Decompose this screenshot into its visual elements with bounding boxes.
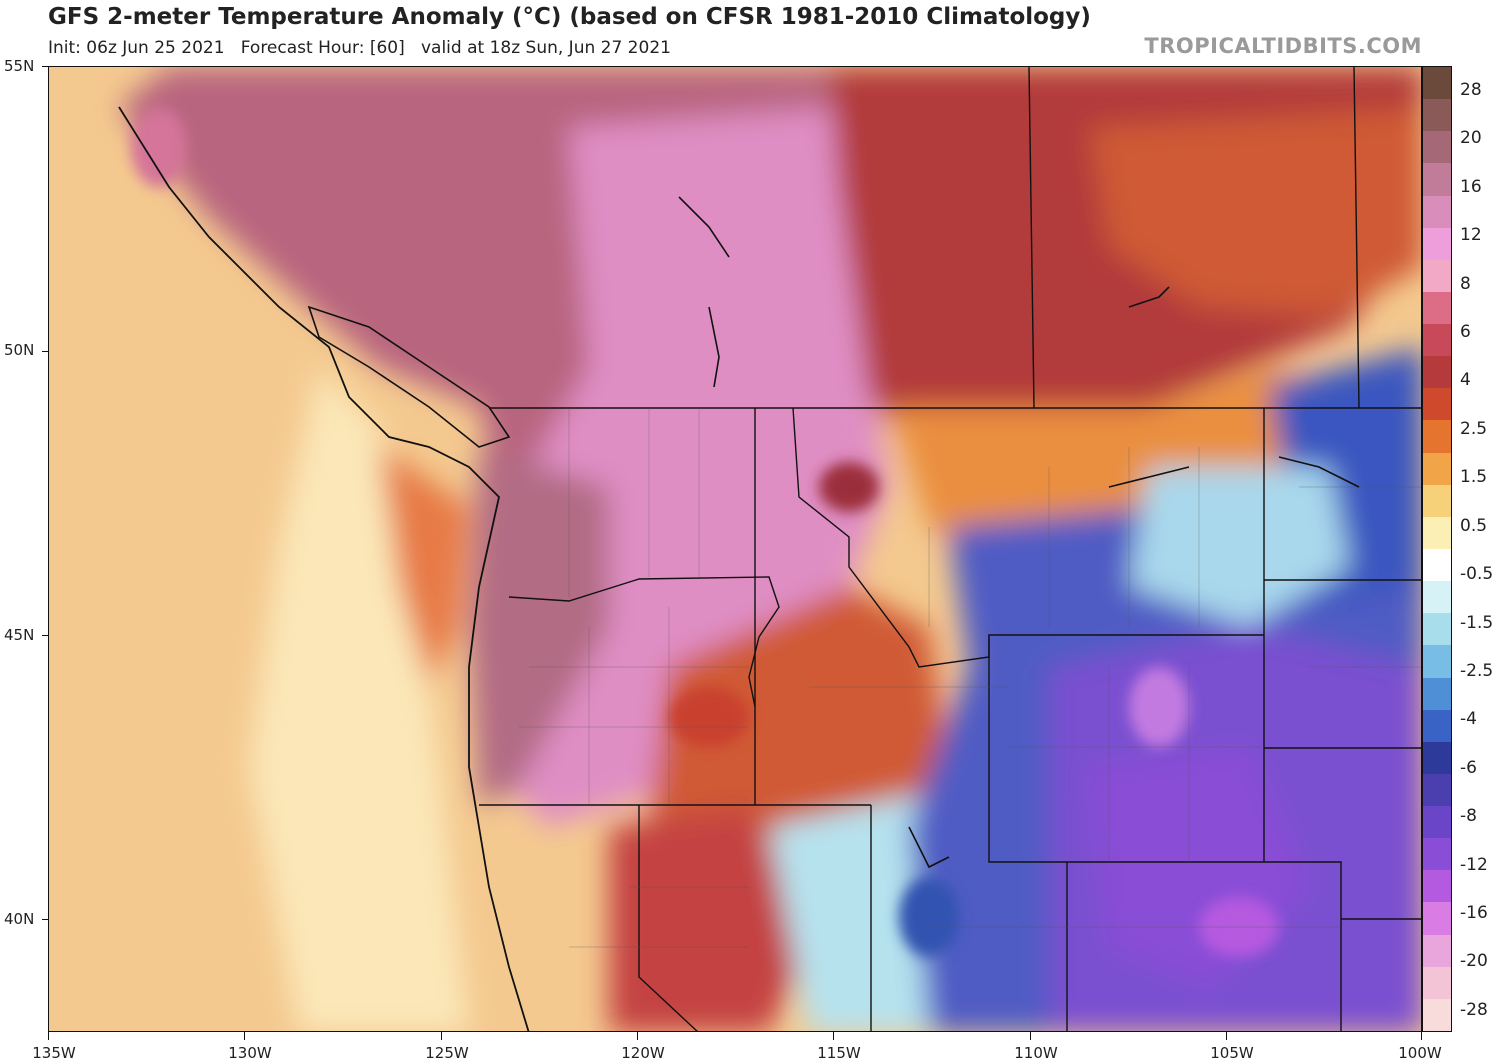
scale-label: -28: [1460, 1000, 1488, 1020]
hot-spot-1: [131, 107, 187, 187]
lon-label-130w: 130W: [228, 1044, 272, 1062]
lon-tick: [1226, 1032, 1227, 1040]
hot-spot-2: [669, 687, 749, 747]
scale-swatch: [1423, 388, 1451, 421]
color-scale-bar: [1422, 66, 1452, 1032]
lon-tick: [1030, 1032, 1031, 1040]
scale-label: -2.5: [1460, 661, 1494, 681]
lat-tick: [42, 635, 48, 636]
scale-label: 2.5: [1460, 419, 1488, 439]
scale-swatch: [1423, 291, 1451, 325]
scale-label: 6: [1460, 322, 1471, 342]
scale-swatch: [1423, 870, 1451, 903]
map-canvas: [49, 67, 1421, 1031]
lon-tick: [441, 1032, 442, 1040]
scale-swatch: [1423, 227, 1451, 261]
offshore-warm-band: [379, 447, 469, 687]
scale-swatch: [1423, 581, 1451, 614]
lat-tick: [42, 66, 48, 67]
lon-label-125w: 125W: [425, 1044, 469, 1062]
scale-swatch: [1423, 259, 1451, 293]
scale-swatch: [1423, 838, 1451, 871]
scale-label: -20: [1460, 951, 1488, 971]
anomaly-map[interactable]: [48, 66, 1422, 1032]
scale-swatch: [1423, 998, 1451, 1032]
scale-swatch: [1423, 677, 1451, 711]
scale-swatch: [1423, 966, 1451, 1000]
scale-label: -0.5: [1460, 564, 1494, 584]
montana-warmth: [889, 367, 1349, 567]
scale-label: -4: [1460, 709, 1477, 729]
scale-label: -1.5: [1460, 613, 1494, 633]
scale-swatch: [1423, 356, 1451, 389]
cool-spot-1: [899, 877, 959, 957]
lat-tick: [42, 919, 48, 920]
scale-swatch: [1423, 99, 1451, 132]
scale-swatch: [1423, 934, 1451, 968]
scale-swatch: [1423, 484, 1451, 518]
scale-label: 16: [1460, 177, 1482, 197]
scale-label: 28: [1460, 80, 1482, 100]
scale-label: -12: [1460, 855, 1488, 875]
scale-swatch: [1423, 741, 1451, 775]
forecast-info: Init: 06z Jun 25 2021 Forecast Hour: [60…: [48, 38, 671, 58]
scale-swatch: [1423, 645, 1451, 679]
lon-tick: [244, 1032, 245, 1040]
scale-swatch: [1423, 420, 1451, 454]
state-borders: [479, 67, 1421, 1031]
scale-swatch: [1423, 324, 1451, 357]
hot-spot-3: [819, 462, 879, 512]
lon-label-120w: 120W: [621, 1044, 665, 1062]
nevada-warmth: [609, 807, 809, 1031]
scale-label: -6: [1460, 758, 1477, 778]
scale-swatch: [1423, 452, 1451, 486]
land-heat-west: [469, 447, 609, 807]
lon-tick: [637, 1032, 638, 1040]
lon-label-115w: 115W: [817, 1044, 861, 1062]
scale-swatch: [1423, 773, 1451, 807]
rivers-lakes: [678, 196, 1360, 869]
scale-swatch: [1423, 709, 1451, 743]
cold-spot-1: [1129, 667, 1189, 747]
lat-label-55n: 55N: [4, 57, 35, 75]
scale-label: 4: [1460, 370, 1471, 390]
saskatchewan-warmth: [1089, 107, 1421, 317]
scale-swatch: [1423, 902, 1451, 936]
scale-label: 1.5: [1460, 467, 1488, 487]
scale-label: 8: [1460, 274, 1471, 294]
lat-label-40n: 40N: [4, 910, 35, 928]
map-title: GFS 2-meter Temperature Anomaly (°C) (ba…: [48, 4, 1091, 30]
scale-swatch: [1423, 131, 1451, 164]
scale-label: 20: [1460, 128, 1482, 148]
coastline: [118, 106, 530, 1031]
scale-swatch: [1423, 67, 1451, 100]
scale-swatch: [1423, 516, 1451, 550]
vancouver-island: [307, 305, 511, 448]
coastal-cool-band: [249, 367, 469, 1031]
lat-tick: [42, 351, 48, 352]
site-brand[interactable]: TROPICALTIDBITS.COM: [1144, 34, 1422, 58]
scale-swatch: [1423, 806, 1451, 839]
lat-label-50n: 50N: [4, 341, 35, 359]
lon-tick: [48, 1032, 49, 1040]
scale-label: -8: [1460, 806, 1477, 826]
lon-label-105w: 105W: [1210, 1044, 1254, 1062]
lon-label-100w: 100W: [1398, 1044, 1442, 1062]
scale-label: 12: [1460, 225, 1482, 245]
lon-tick: [833, 1032, 834, 1040]
scale-label: 0.5: [1460, 516, 1488, 536]
scale-swatch: [1423, 163, 1451, 197]
scale-swatch: [1423, 613, 1451, 646]
county-lines: [519, 408, 1421, 948]
lon-label-110w: 110W: [1014, 1044, 1058, 1062]
scale-swatch: [1423, 549, 1451, 582]
scale-label: -16: [1460, 903, 1488, 923]
scale-swatch: [1423, 195, 1451, 229]
lat-label-45n: 45N: [4, 626, 35, 644]
plains-pale: [1129, 467, 1349, 627]
lon-tick: [1421, 1032, 1422, 1040]
lon-label-135w: 135W: [32, 1044, 76, 1062]
